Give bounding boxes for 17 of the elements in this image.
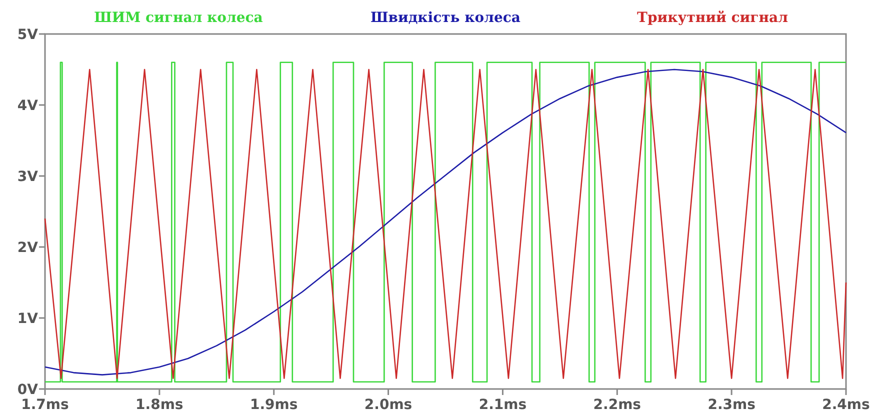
text: ШИМ сигнал колеса <box>94 10 263 26</box>
x-tick-label: 2.0ms <box>364 397 412 413</box>
x-tick-label: 1.9ms <box>250 397 298 413</box>
y-tick-label: 2V <box>17 240 38 256</box>
y-tick-label: 0V <box>17 382 38 398</box>
y-tick-label: 3V <box>17 169 38 185</box>
text: Швидкість колеса <box>370 10 521 26</box>
x-tick-label: 2.3ms <box>708 397 756 413</box>
x-tick-label: 2.1ms <box>478 397 527 413</box>
x-tick-label: 2.4ms <box>822 397 870 413</box>
x-tick-label: 1.7ms <box>21 397 69 413</box>
x-tick-label: 2.2ms <box>593 397 642 413</box>
y-tick-label: 4V <box>17 98 38 114</box>
y-tick-label: 1V <box>17 311 38 327</box>
x-tick-label: 1.8ms <box>136 397 184 413</box>
y-tick-label: 5V <box>17 27 38 43</box>
text: Трикутний сигнал <box>637 10 788 26</box>
